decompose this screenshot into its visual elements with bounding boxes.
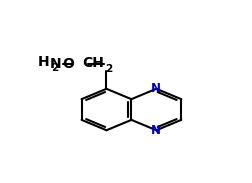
Text: 2: 2 (105, 64, 112, 74)
Text: N: N (151, 124, 161, 137)
Text: O: O (62, 57, 74, 71)
Text: H: H (37, 55, 49, 69)
Text: N: N (50, 57, 61, 71)
Text: CH: CH (82, 56, 104, 70)
Text: N: N (151, 82, 161, 95)
Text: 2: 2 (51, 63, 58, 73)
